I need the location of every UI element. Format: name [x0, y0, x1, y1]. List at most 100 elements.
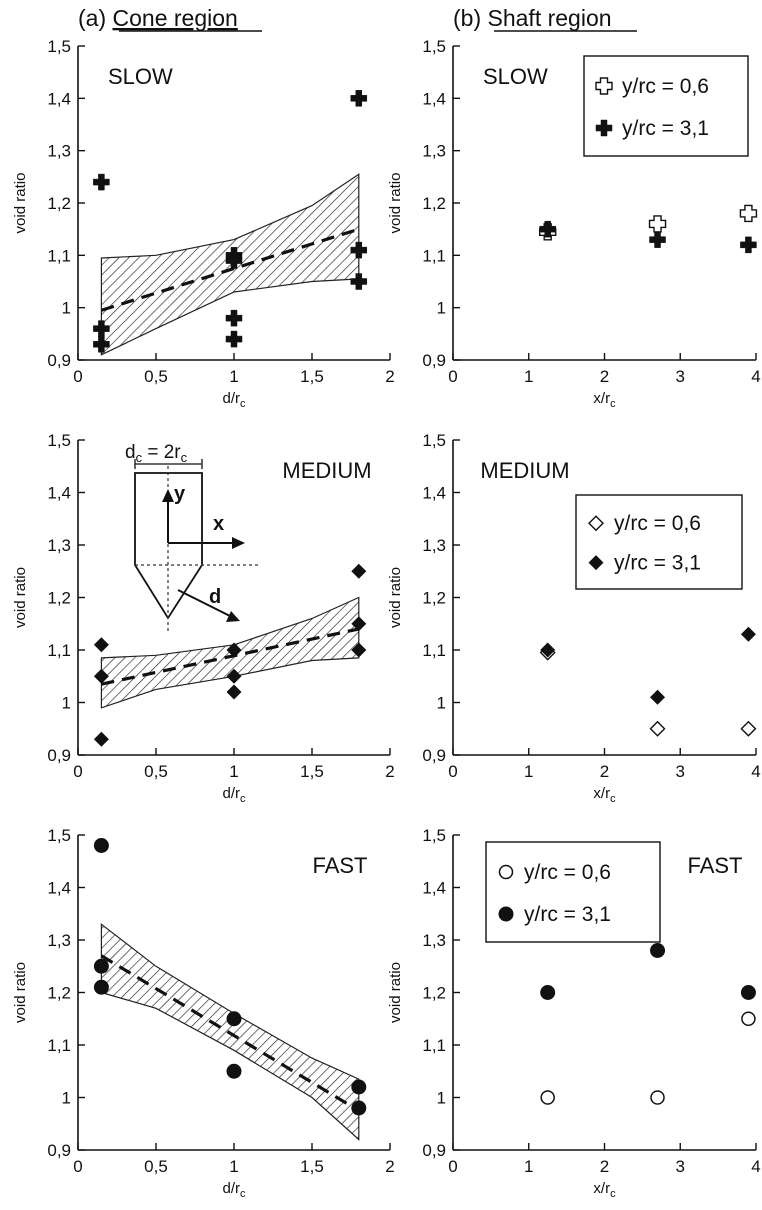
data-point-fast-cone-s0: [226, 1011, 242, 1027]
x-axis-label-sub: c: [610, 793, 616, 805]
y-tick-label-slow-cone: 1,4: [47, 89, 71, 108]
y-tick-label-medium-cone: 1,3: [47, 536, 71, 555]
x-axis-label-fast-shaft: x/rc: [593, 1180, 616, 1200]
data-point-slow-shaft-s0: [739, 204, 758, 223]
inset-d-arrowhead: [226, 611, 240, 622]
x-tick-label-fast-shaft: 0: [448, 1157, 457, 1176]
inset-d-label: d: [209, 586, 221, 608]
y-axis-label-fast-shaft: void ratio: [387, 962, 404, 1023]
y-tick-label-medium-shaft: 1: [437, 694, 446, 713]
inset-y-arrowhead: [162, 489, 174, 502]
y-tick-label-slow-shaft: 1,5: [422, 37, 446, 56]
title-cone-prefix: (a): [78, 5, 113, 31]
x-axis-label-sub: c: [610, 398, 616, 410]
x-tick-label-fast-cone: 2: [385, 1157, 394, 1176]
legend-marker-slow-shaft: [595, 119, 613, 137]
panel-medium-shaft: 0,9 1 1,1 1,2 1,3 1,4 1,5 0 1 2 3 4 void ratio x/rc ME…: [387, 431, 761, 805]
y-tick-label-fast-cone: 1,4: [47, 879, 71, 898]
y-tick-label-slow-shaft: 1,4: [422, 89, 446, 108]
x-tick-label-fast-shaft: 2: [600, 1157, 609, 1176]
legend-marker-medium-shaft: [588, 515, 604, 532]
title-cone-name: Cone region: [113, 5, 238, 31]
y-axis-label-slow-cone: void ratio: [12, 173, 29, 234]
x-axis-label-slow-cone: d/rc: [222, 390, 246, 410]
y-tick-label-slow-shaft: 0,9: [422, 351, 446, 370]
x-tick-label-slow-cone: 1: [229, 367, 238, 386]
data-point-slow-cone-s0: [225, 330, 243, 348]
speed-label-medium-cone: MEDIUM: [282, 458, 371, 483]
x-axis-label-base: d/r: [222, 1180, 240, 1197]
data-point-slow-shaft-s1: [649, 231, 666, 248]
y-tick-label-medium-shaft: 0,9: [422, 746, 446, 765]
legend-label-slow-shaft: y/rc = 0,6: [622, 75, 709, 98]
inset-dc-base: d: [125, 442, 136, 463]
x-axis-label-base: x/r: [593, 1180, 610, 1197]
data-point-fast-shaft-s0: [650, 1090, 665, 1105]
panels: 0,9 1 1,1 1,2 1,3 1,4 1,5 0 0,5 1 1,5 2 void ratio d/…: [12, 37, 761, 1200]
speed-label-slow-shaft: SLOW: [483, 64, 548, 89]
cone-inset-sketch: dc = 2rc y x d: [125, 442, 258, 633]
y-tick-label-fast-cone: 1: [62, 1089, 71, 1108]
data-point-slow-shaft-s1: [740, 236, 757, 254]
inset-d-arrow: [177, 589, 231, 617]
panel-medium-cone: 0,9 1 1,1 1,2 1,3 1,4 1,5 0 0,5 1 1,5 2 void ratio d/…: [12, 431, 395, 805]
x-axis-label-base: x/r: [593, 785, 610, 802]
speed-label-fast-shaft: FAST: [687, 853, 742, 878]
inset-dc-label: dc = 2rc: [125, 442, 188, 465]
inset-dc-sub2: c: [181, 450, 188, 465]
y-tick-label-slow-cone: 1: [62, 299, 71, 318]
inset-x-label: x: [213, 513, 224, 535]
legend-box-slow-shaft: [583, 55, 749, 157]
data-point-medium-shaft-s1: [540, 642, 556, 658]
panel-fast-cone: 0,9 1 1,1 1,2 1,3 1,4 1,5 0 0,5 1 1,5 2 void ratio d/…: [12, 826, 395, 1200]
legend-marker-fast-shaft: [498, 864, 514, 880]
x-tick-label-medium-shaft: 2: [600, 762, 609, 781]
y-tick-label-medium-cone: 0,9: [47, 746, 71, 765]
inset-dc-sub: c: [136, 450, 143, 465]
y-tick-label-medium-cone: 1: [62, 694, 71, 713]
y-tick-label-slow-cone: 1,2: [47, 194, 71, 213]
data-point-slow-cone-s0: [350, 241, 368, 259]
y-tick-label-medium-cone: 1,4: [47, 484, 71, 503]
x-tick-label-slow-shaft: 1: [524, 367, 533, 386]
x-tick-label-medium-cone: 1: [229, 762, 238, 781]
x-axis-label-sub: c: [240, 398, 246, 410]
band-slow-cone: [100, 173, 360, 356]
trend-line-fast-cone: [100, 954, 360, 1112]
data-point-medium-cone-s0: [226, 684, 242, 700]
legend-label-medium-shaft: y/rc = 3,1: [614, 552, 701, 575]
data-point-medium-shaft-s1: [650, 689, 666, 705]
title-shaft-region: (b) Shaft region: [453, 5, 612, 31]
y-tick-label-fast-cone: 0,9: [47, 1141, 71, 1160]
data-point-fast-cone-s0: [93, 979, 109, 995]
x-tick-label-fast-shaft: 3: [676, 1157, 685, 1176]
inset-x-arrowhead: [232, 537, 245, 549]
speed-label-fast-cone: FAST: [312, 853, 367, 878]
data-point-slow-shaft-s0: [648, 215, 667, 233]
y-tick-label-medium-shaft: 1,1: [422, 641, 446, 660]
x-tick-label-medium-shaft: 0: [448, 762, 457, 781]
data-point-medium-shaft-s0: [649, 720, 666, 737]
speed-label-slow-cone: SLOW: [108, 64, 173, 89]
data-point-medium-shaft-s1: [740, 626, 756, 642]
legend-label-fast-shaft: y/rc = 0,6: [524, 861, 611, 884]
x-tick-label-slow-cone: 0: [73, 367, 82, 386]
data-point-medium-cone-s0: [226, 642, 242, 658]
x-tick-label-fast-cone: 0,5: [144, 1157, 168, 1176]
trend-line-slow-cone: [100, 227, 360, 312]
panel-fast-shaft: 0,9 1 1,1 1,2 1,3 1,4 1,5 0 1 2 3 4 void ratio x/rc FA…: [387, 826, 761, 1200]
x-axis-label-sub: c: [610, 1188, 616, 1200]
legend-label-slow-shaft: y/rc = 3,1: [622, 117, 709, 140]
data-point-medium-shaft-s0: [740, 720, 757, 737]
data-point-medium-cone-s0: [226, 668, 242, 684]
legend-marker-medium-shaft: [588, 555, 604, 571]
panel-slow-cone: 0,9 1 1,1 1,2 1,3 1,4 1,5 0 0,5 1 1,5 2 void ratio d/…: [12, 37, 395, 410]
y-tick-label-medium-shaft: 1,2: [422, 589, 446, 608]
data-point-medium-cone-s0: [351, 642, 367, 658]
title-shaft-prefix: (b): [453, 5, 488, 31]
y-tick-label-fast-shaft: 0,9: [422, 1141, 446, 1160]
data-point-fast-cone-s0: [226, 1063, 242, 1079]
y-tick-label-fast-shaft: 1,2: [422, 984, 446, 1003]
